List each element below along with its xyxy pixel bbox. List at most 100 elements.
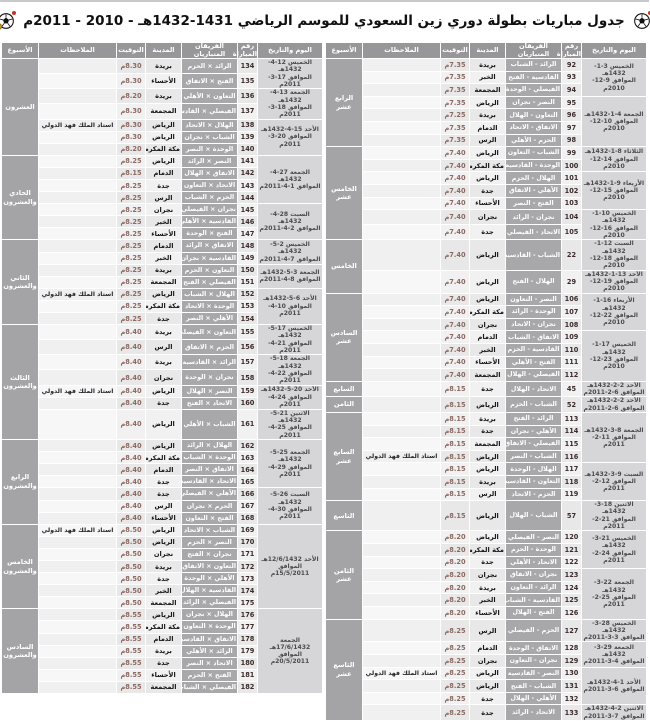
time-cell: 8.40م (118, 340, 146, 355)
notes-cell (40, 645, 117, 657)
match-row: 156 الحزم × الاتفاق الرس 8.40م (3, 340, 323, 355)
time-cell: 7.40م (442, 159, 470, 172)
notes-cell (364, 569, 441, 581)
notes-cell (364, 425, 441, 438)
match-row: الجمعة 18-5-1432هـ الموافق 22-4-2011م 157… (3, 355, 323, 385)
match-no-cell: 170 (239, 536, 258, 548)
match-row: الخميس 28-3-1432هـ الموافق 3-3-2011م 127 ا… (327, 619, 647, 721)
city-cell: الرس (147, 192, 182, 204)
city-cell: نجران (147, 204, 182, 216)
city-cell: جدة (471, 556, 506, 569)
teams-cell: القادسية × نجران (183, 252, 238, 264)
match-no-cell: 153 (239, 300, 258, 312)
teams-cell: الشباب - التعاون (507, 147, 562, 159)
match-row: الأحد 2-2-1432هـ الموافق 6-2-2011م 45 الات… (327, 381, 647, 397)
teams-cell: الوحدة × الشباب (183, 452, 238, 464)
teams-cell: الاتحاد - الرائد (507, 705, 562, 721)
match-no-cell: 166 (239, 488, 258, 500)
notes-cell (40, 228, 117, 240)
match-row: 102 الأهلي - الاتفاق جدة 7.40م (327, 184, 647, 197)
match-row: 164 الاتفاق × النصر الدمام 8.40م (3, 464, 323, 476)
notes-cell (364, 84, 441, 96)
teams-cell: الحزم - الفيصلي (507, 619, 562, 642)
schedule-table-right: اليوم والتاريخ رقم المباراة الفريقان الم… (326, 42, 648, 721)
time-cell: 7.40م (442, 293, 470, 306)
date-cell: السبت 12-1-1432هـ الموافق 18-12-2010م (583, 240, 647, 270)
city-cell: الأحساء (147, 74, 182, 89)
notes-cell (40, 669, 117, 681)
city-cell: مكة المكرمة (147, 621, 182, 633)
teams-cell: القادسية × الهلال (183, 585, 238, 597)
week-cell: الخامس والعشرون (3, 524, 39, 609)
date-cell: الجمعة 17/6/1432هـ الموافق 20/5/2011م (259, 609, 323, 693)
teams-cell: الفيصلي × الشباب (183, 681, 238, 693)
notes-cell (40, 313, 117, 325)
time-cell: 8.15م (442, 425, 470, 438)
match-no-cell: 57 (563, 501, 582, 531)
notes-cell (40, 440, 117, 452)
col-header-match-no: رقم المباراة (557, 42, 582, 58)
match-no-cell: 158 (239, 370, 258, 385)
match-no-cell: 177 (239, 621, 258, 633)
red-dot-icon (13, 11, 18, 15)
notes-cell (364, 331, 441, 343)
time-cell: 8.20م (442, 606, 470, 619)
week-cell: الحادي والعشرون (3, 155, 39, 240)
city-cell: مكة المكرمة (471, 306, 506, 318)
match-row: 118 التعاون - القادسية بريدة 8.15م (327, 475, 647, 488)
notes-cell (364, 96, 441, 109)
time-cell: 7.40م (442, 331, 470, 343)
date-cell: الأحد 1-4-1432هـ الموافق 6-3-2011م (583, 667, 647, 705)
notes-cell (40, 633, 117, 645)
week-cell: الثامن (327, 397, 363, 412)
match-no-cell: 156 (239, 340, 258, 355)
match-row: الخميس 17-1-1432هـ الموافق 23-12-2010م 10… (327, 331, 647, 381)
notes-cell (40, 585, 117, 597)
date-cell: الخميس 28-3-1432هـ الموافق 3-3-2011م (583, 619, 647, 642)
match-no-cell: 136 (239, 89, 258, 104)
time-cell: 8.40م (118, 464, 146, 476)
city-cell: المجمعة (147, 104, 182, 119)
match-no-cell: 147 (239, 228, 258, 240)
week-cell: الثاني والعشرون (3, 240, 39, 325)
city-cell: الرس (471, 488, 506, 501)
city-cell: الرياض (147, 536, 182, 548)
match-no-cell: 125 (563, 594, 582, 606)
teams-cell: الشباب - الفتح (507, 680, 562, 692)
match-no-cell: 178 (239, 633, 258, 645)
match-no-cell: 168 (239, 512, 258, 524)
teams-cell: الهلال × الرائد (183, 440, 238, 452)
city-cell: الرياض (471, 463, 506, 475)
teams-cell: الفتح × التعاون (183, 512, 238, 524)
match-row: 110 القادسية - الحزم الخبر 7.40م (327, 343, 647, 356)
teams-cell: الفيصلي × القادسية (183, 104, 238, 119)
time-cell: 8.40م (118, 512, 146, 524)
date-cell: الخميس 17-1-1432هـ الموافق 23-12-2010م (583, 331, 647, 381)
teams-cell: الشباب - النصر (507, 450, 562, 463)
match-row: 160 الاتحاد × الفتح جدة 8.40م (3, 397, 323, 409)
match-no-cell: 154 (239, 313, 258, 325)
notes-cell (364, 381, 441, 397)
notes-cell (40, 179, 117, 192)
notes-cell (40, 59, 117, 74)
notes-cell (40, 192, 117, 204)
match-row: الأحد 6-5-1432هـ الموافق 10-4-2011م 152 ال… (3, 288, 323, 325)
match-row: 175 الفيصلي × الرائد المجمعة 8.50م (3, 597, 323, 609)
time-cell: 8.15م (442, 450, 470, 463)
col-header-week: الأسبوع (3, 43, 39, 58)
notes-cell: استاد الملك فهد الدولي (364, 450, 441, 463)
week-cell: السابع عشر (327, 412, 363, 501)
city-cell: جدة (471, 425, 506, 438)
title-bar: جدول مباريات بطولة دوري زين السعودي للمو… (0, 2, 650, 40)
notes-cell (364, 475, 441, 488)
match-no-cell: 144 (239, 192, 258, 204)
col-header-match-no: رقم المباراة (233, 42, 258, 58)
match-row: 103 الفتح - النصر الأحساء 7.40م (327, 197, 647, 210)
notes-cell (40, 409, 117, 440)
date-cell: الأربعاء 16-1-1432هـ الموافق 22-12-2010م (583, 293, 647, 331)
time-cell: 8.25م (118, 276, 146, 288)
teams-cell: نجران - الرائد (507, 210, 562, 225)
city-cell: جدة (471, 381, 506, 397)
city-cell: الرياض (471, 147, 506, 159)
teams-cell: التعاون × الحزم (183, 264, 238, 276)
